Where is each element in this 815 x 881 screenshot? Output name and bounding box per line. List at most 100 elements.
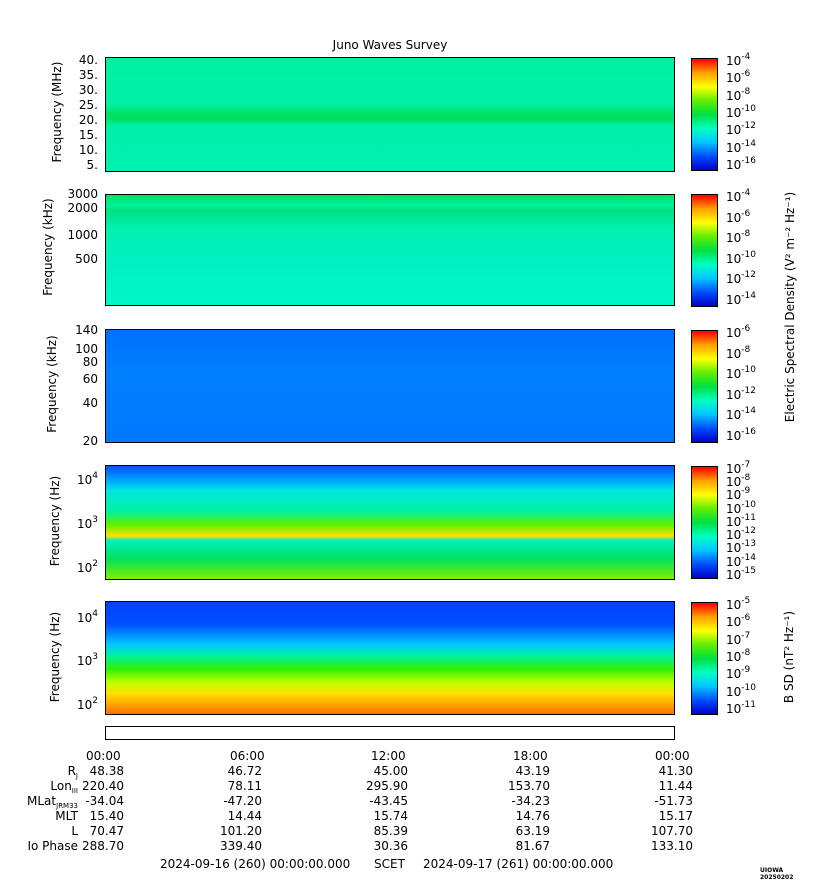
y-tick-label: 25. — [78, 98, 98, 112]
ephemeris-value: 45.00 — [373, 764, 408, 778]
time-label: 06:00 — [230, 749, 265, 763]
y-tick-label: 20 — [82, 434, 98, 448]
ephemeris-value: 43.19 — [515, 764, 550, 778]
colorbar-tick-label: 10-11 — [726, 512, 756, 529]
colorbar-tick-label: 10-14 — [726, 552, 756, 569]
y-tick-label: 103 — [76, 515, 98, 531]
ephemeris-value: 15.17 — [658, 809, 693, 823]
colorbar-tick-label: 10-12 — [726, 121, 756, 138]
ephemeris-value: 81.67 — [515, 839, 550, 853]
colorbar-tick-label: 10-15 — [726, 565, 756, 582]
ephemeris-value: 46.72 — [227, 764, 262, 778]
time-label: 00:00 — [86, 749, 121, 763]
ephemeris-label: L — [71, 824, 78, 838]
ephemeris-value: 15.40 — [89, 809, 124, 823]
colorbar-tick-label: 10-8 — [726, 229, 751, 246]
ephemeris-label: RJ — [67, 764, 78, 780]
colorbar-label-magnetic: B SD (nT² Hz⁻¹) — [782, 610, 796, 704]
ephemeris-value: 153.70 — [508, 779, 550, 793]
y-tick-label: 104 — [76, 471, 98, 487]
ephemeris-value: 15.74 — [373, 809, 408, 823]
colorbar-tick-label: 10-13 — [726, 539, 756, 556]
ephemeris-value: 30.36 — [373, 839, 408, 853]
ephemeris-value: 339.40 — [220, 839, 262, 853]
y-tick-label: 2000 — [67, 201, 98, 215]
ephemeris-value: -34.04 — [85, 794, 124, 808]
y-tick-label: 15. — [78, 128, 98, 142]
ephemeris-value: 14.76 — [515, 809, 550, 823]
spectrogram-panel-5 — [105, 601, 675, 715]
ephemeris-value: 295.90 — [366, 779, 408, 793]
ephemeris-value: 70.47 — [89, 824, 124, 838]
y-tick-label: 140 — [75, 323, 98, 337]
ephemeris-value: 41.30 — [658, 764, 693, 778]
chart-title: Juno Waves Survey — [332, 38, 448, 52]
footer-end: 2024-09-17 (261) 00:00:00.000 — [423, 857, 614, 871]
ephemeris-value: -34.23 — [511, 794, 550, 808]
colorbar-tick-label: 10-6 — [726, 324, 751, 340]
y-tick-label: 3000 — [67, 187, 98, 201]
ephemeris-label: Io Phase — [27, 839, 78, 853]
colorbar-tick-label: 10-10 — [726, 365, 756, 382]
footer-scet: SCET — [374, 857, 405, 871]
y-tick-label: 30. — [78, 83, 98, 97]
time-label: 12:00 — [371, 749, 406, 763]
ephemeris-label: MLatJRM33 — [27, 794, 78, 810]
colorbar-tick-label: 10-10 — [726, 104, 756, 121]
colorbar-tick-label: 10-6 — [726, 69, 751, 86]
colorbar-tick-label: 10-14 — [726, 138, 756, 155]
spectrogram-panel-1 — [105, 57, 675, 172]
colorbar-tick-label: 10-10 — [726, 682, 756, 699]
colorbar-tick-label: 10-10 — [726, 249, 756, 266]
colorbar-tick-label: 10-14 — [726, 406, 756, 423]
ephemeris-value: 101.20 — [220, 824, 262, 838]
colorbar-tick-label: 10-12 — [726, 526, 756, 543]
colorbar-tick-label: 10-8 — [726, 648, 751, 665]
ephemeris-value: 133.10 — [651, 839, 693, 853]
colorbar-tick-label: 10-14 — [726, 290, 756, 307]
ephemeris-value: 11.44 — [658, 779, 693, 793]
colorbar-tick-label: 10-8 — [726, 344, 751, 361]
colorbar-tick-label: 10-6 — [726, 613, 751, 630]
time-label: 18:00 — [513, 749, 548, 763]
footer-stamp: UIOWA 20250202 — [760, 867, 794, 881]
ephemeris-value: 78.11 — [227, 779, 262, 793]
y-tick-label: 1000 — [67, 228, 98, 242]
colorbar-3 — [691, 330, 718, 443]
ephemeris-value: -47.20 — [223, 794, 262, 808]
y-tick-label: 40. — [78, 53, 98, 67]
ephemeris-value: -51.73 — [654, 794, 693, 808]
colorbar-tick-label: 10-10 — [726, 499, 756, 516]
colorbar-label-electric: Electric Spectral Density (V² m⁻² Hz⁻¹) — [783, 191, 797, 423]
colorbar-tick-label: 10-7 — [726, 460, 751, 476]
y-tick-label: 35. — [78, 68, 98, 82]
y-tick-label: 102 — [76, 559, 98, 575]
y-tick-label: 5. — [86, 158, 98, 172]
colorbar-tick-label: 10-16 — [726, 156, 756, 173]
y-tick-label: 500 — [75, 252, 98, 266]
colorbar-4 — [691, 466, 718, 579]
time-axis — [105, 726, 675, 740]
colorbar-tick-label: 10-8 — [726, 473, 751, 490]
ephemeris-value: 288.70 — [82, 839, 124, 853]
colorbar-tick-label: 10-16 — [726, 426, 756, 443]
colorbar-tick-label: 10-11 — [726, 700, 756, 717]
y-tick-label: 60 — [82, 372, 98, 386]
y-tick-label: 102 — [76, 696, 98, 712]
colorbar-tick-label: 10-7 — [726, 630, 751, 647]
y-tick-label: 100 — [75, 342, 98, 356]
colorbar-tick-label: 10-4 — [726, 188, 751, 204]
y-tick-label: 10. — [78, 143, 98, 157]
y-tick-label: 80 — [82, 355, 98, 369]
time-label: 00:00 — [655, 749, 690, 763]
ephemeris-value: 107.70 — [651, 824, 693, 838]
y-axis-label-2: Frequency (kHz) — [41, 198, 55, 296]
colorbar-tick-label: 10-5 — [726, 596, 751, 612]
y-tick-label: 103 — [76, 652, 98, 668]
colorbar-5 — [691, 602, 718, 715]
colorbar-tick-label: 10-12 — [726, 385, 756, 402]
ephemeris-value: 14.44 — [227, 809, 262, 823]
y-tick-label: 40 — [82, 396, 98, 410]
spectrogram-panel-4 — [105, 465, 675, 580]
footer-start: 2024-09-16 (260) 00:00:00.000 — [160, 857, 351, 871]
